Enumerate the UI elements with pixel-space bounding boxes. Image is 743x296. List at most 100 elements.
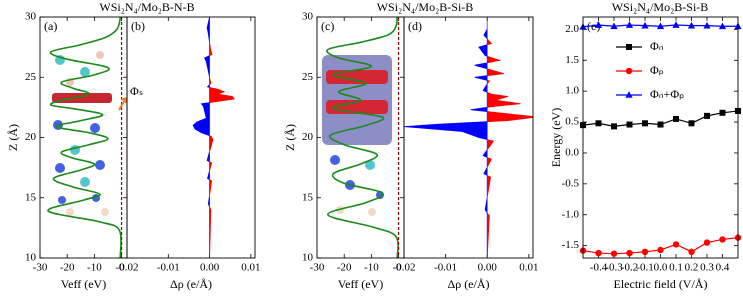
atom [80,177,90,187]
legend-label: Φₙ+Φₚ [650,87,684,101]
charge-loss [404,17,488,258]
x-tick-label: -30 [33,262,48,274]
marker [594,21,603,28]
panel-title: WSi₂N₄/Mo₂B-N-B [99,0,194,14]
x-axis-label: Δρ (e/Å) [447,277,489,291]
y-tick-label: -0.5 [562,177,580,189]
veff-curve [47,16,122,259]
marker [656,22,665,30]
x-tick-label: -0.4 [590,262,608,274]
marker [642,120,648,127]
y-tick-label: 20 [302,131,314,143]
y-tick-label: 10 [302,252,314,264]
atom [55,163,65,173]
y-tick-label: 0.0 [565,146,579,158]
y-tick-label: 1.5 [565,54,579,66]
x-tick-label: 0.2 [685,262,699,274]
y-tick-label: 15 [302,191,314,203]
panel-title: WSi₂N₄/Mo₂B-Si-B [377,0,474,14]
y-tick-label: -1.0 [562,208,580,220]
marker [672,21,680,28]
marker [688,248,695,256]
marker [626,249,633,257]
y-tick-label: 30 [25,11,37,23]
marker [657,121,664,128]
x-tick-label: -0.01 [434,262,457,274]
charge-cloud [326,70,388,84]
y-tick-label: 25 [302,71,314,83]
annotation: Φₛ [130,84,143,98]
legend-marker [626,44,632,50]
y-tick-label: 30 [302,11,314,23]
marker [704,112,710,119]
x-tick-label: -0.02 [393,262,416,274]
atom [330,155,340,165]
panel-label: (c) [321,19,334,33]
x-tick-label: -0.02 [116,262,139,274]
marker [703,21,711,29]
marker [719,236,726,243]
marker [641,248,649,256]
x-tick-label: 0.01 [241,262,260,274]
charge-loss [192,17,210,258]
x-axis-label: Veff (eV) [61,277,106,291]
marker [718,22,727,30]
legend-label: Φₙ [650,39,664,53]
marker [595,249,602,257]
atom [66,208,74,216]
atom [58,196,66,204]
x-tick-label: -0.01 [157,262,180,274]
y-tick-label: 15 [25,191,37,203]
x-tick-label: -0.2 [621,262,638,274]
marker [688,120,695,127]
marker [595,120,602,127]
x-tick-label: 0 [119,262,125,274]
plot-frame [403,16,534,259]
x-axis-label: Δρ (e/Å) [170,277,212,291]
charge-cloud [52,93,112,103]
atom [95,160,105,170]
veff-curve [326,16,399,259]
y-tick-label: 10 [25,252,37,264]
plot-frame [39,16,128,259]
atom [90,123,100,133]
x-tick-label: -20 [60,262,75,274]
marker [641,21,649,29]
x-tick-label: -30 [310,262,325,274]
annotation-arrow [118,97,127,111]
legend-label: Φₚ [650,63,664,77]
marker [610,250,618,257]
marker [703,239,711,246]
marker [611,123,617,130]
panel-label: (d) [408,19,422,33]
marker [672,241,680,248]
panel-label: (a) [44,19,57,33]
y-axis-label: Z (Å) [6,124,20,151]
y-axis-label: Energy (eV) [549,108,563,167]
x-tick-label: -0.3 [605,262,623,274]
y-tick-label: 20 [25,131,37,143]
y-tick-label: 2.0 [565,23,579,35]
marker [657,246,664,254]
y-axis-label: Z (Å) [283,124,297,151]
x-axis-label: Veff (eV) [338,277,383,291]
atom-structure-a [52,51,112,216]
marker [719,109,726,116]
x-tick-label: -10 [87,262,102,274]
x-tick-label: 0 [396,262,402,274]
y-tick-label: -1.5 [562,239,580,251]
x-axis-label: Electric field (V/Å) [614,277,708,291]
atom [365,160,375,170]
atom [80,67,90,77]
x-tick-label: 0.3 [700,262,714,274]
x-tick-label: 0.4 [716,262,730,274]
y-tick-label: 0.5 [565,116,579,128]
x-tick-label: 0.00 [478,262,498,274]
legend-marker [625,91,633,98]
x-tick-label: 0.00 [200,262,220,274]
x-tick-label: -0.1 [636,262,653,274]
y-tick-label: 1.0 [565,85,579,97]
y-tick-label: 25 [25,71,37,83]
x-tick-label: -10 [364,262,379,274]
